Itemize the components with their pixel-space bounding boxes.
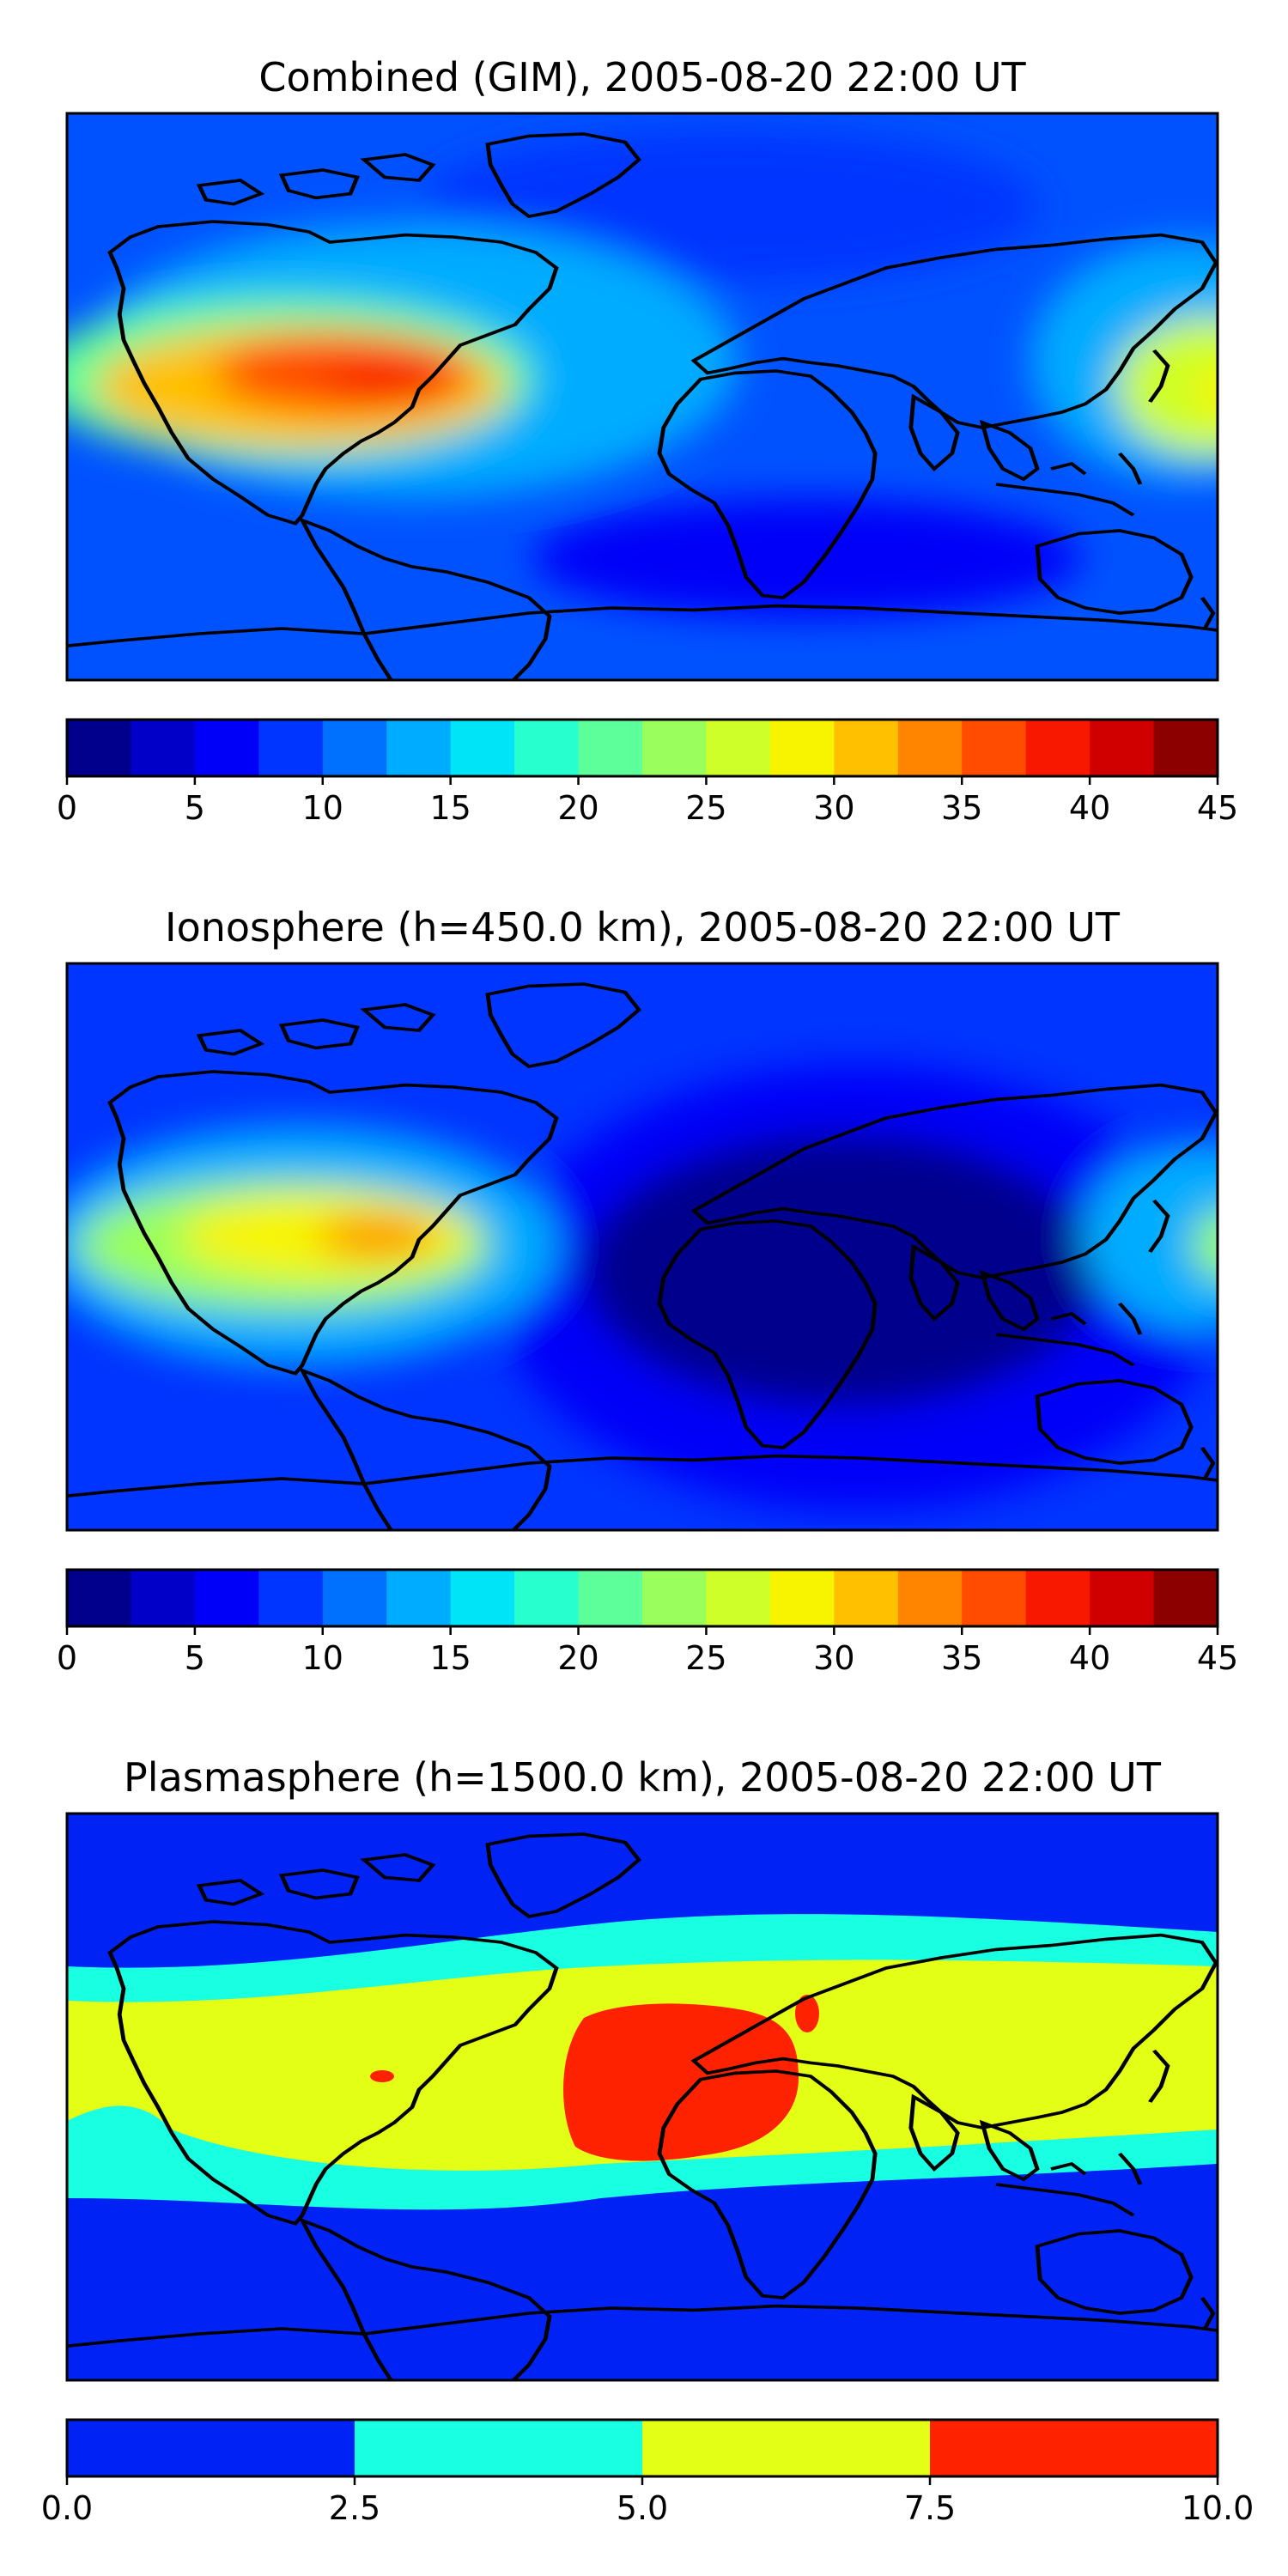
colorbar-segment: [67, 2420, 355, 2476]
colorbar-segment: [1090, 720, 1155, 776]
colorbar-segment: [450, 1570, 515, 1626]
colorbar-frame: [65, 1568, 1219, 1628]
colorbar-segment: [930, 2420, 1218, 2476]
colorbar-tick-label: 25: [685, 789, 726, 827]
colorbar-tick-label: 35: [941, 1639, 982, 1677]
colorbar-segment: [706, 1570, 771, 1626]
colorbar-tick-label: 0.0: [41, 2489, 93, 2527]
colorbar-segment: [1090, 1570, 1155, 1626]
panel-plasmasphere: Plasmasphere (h=1500.0 km), 2005-08-20 2…: [41, 1754, 1255, 2527]
chart-title: Ionosphere (h=450.0 km), 2005-08-20 22:0…: [165, 904, 1121, 951]
colorbar-tick-label: 5: [185, 789, 205, 827]
contour-map: [67, 1814, 1218, 2380]
colorbar-tick-label: 30: [813, 789, 854, 827]
colorbar-tick-label: 7.5: [904, 2489, 956, 2527]
chart-title: Combined (GIM), 2005-08-20 22:00 UT: [258, 54, 1026, 100]
colorbar-tick-label: 5.0: [617, 2489, 668, 2527]
colorbar-segment: [194, 1570, 259, 1626]
colorbar-tick-label: 5: [185, 1639, 205, 1677]
colorbar-tick-label: 40: [1069, 1639, 1110, 1677]
colorbar-segment: [67, 1570, 132, 1626]
colorbar-segment: [131, 1570, 196, 1626]
colorbar-segment: [322, 1570, 387, 1626]
colorbar-segment: [897, 720, 963, 776]
colorbar-tick-label: 45: [1197, 1639, 1238, 1677]
colorbar-segment: [897, 1570, 963, 1626]
colorbar: 0 5 10 15 20 25 30 35 40 45: [57, 1568, 1238, 1677]
panel-ionosphere: Ionosphere (h=450.0 km), 2005-08-20 22:0…: [57, 904, 1238, 1677]
colorbar-segment: [578, 720, 643, 776]
colorbar-segment: [355, 2420, 643, 2476]
colorbar-segment: [322, 720, 387, 776]
colorbar-tick-label: 10.0: [1182, 2489, 1255, 2527]
colorbar-tick-label: 20: [557, 789, 598, 827]
colorbar-segment: [386, 1570, 452, 1626]
colorbar-segment: [642, 720, 708, 776]
chart-title: Plasmasphere (h=1500.0 km), 2005-08-20 2…: [124, 1754, 1162, 1801]
colorbar-segment: [258, 720, 324, 776]
colorbar-segment: [578, 1570, 643, 1626]
contour-map: [67, 963, 1218, 1530]
colorbar-tick-label: 45: [1197, 789, 1238, 827]
colorbar-tick-label: 35: [941, 789, 982, 827]
colorbar-segment: [834, 720, 899, 776]
colorbar-tick-label: 0: [57, 1639, 77, 1677]
colorbar-tick-label: 15: [429, 789, 471, 827]
colorbar-segment: [1025, 1570, 1091, 1626]
colorbar: 0 5 10 15 20 25 30 35 40 45: [57, 718, 1238, 827]
panel-combined: Combined (GIM), 2005-08-20 22:00 UT 0 5 10…: [57, 54, 1238, 827]
colorbar-segment: [962, 1570, 1027, 1626]
colorbar-tick-label: 0: [57, 789, 77, 827]
colorbar-tick-label: 10: [302, 1639, 343, 1677]
colorbar-segment: [642, 1570, 708, 1626]
colorbar-tick-label: 15: [429, 1639, 471, 1677]
colorbar-segment: [642, 2420, 931, 2476]
colorbar-segment: [67, 720, 132, 776]
colorbar-tick-label: 2.5: [329, 2489, 380, 2527]
colorbar-segment: [450, 720, 515, 776]
colorbar: 0.0 2.5 5.0 7.5 10.0: [41, 2418, 1255, 2527]
colorbar-segment: [514, 720, 580, 776]
colorbar-segment: [769, 1570, 835, 1626]
colorbar-segment: [514, 1570, 580, 1626]
colorbar-segment: [386, 720, 452, 776]
colorbar-tick-label: 30: [813, 1639, 854, 1677]
colorbar-segment: [258, 1570, 324, 1626]
colorbar-tick-label: 10: [302, 789, 343, 827]
colorbar-segment: [194, 720, 259, 776]
colorbar-frame: [65, 718, 1219, 778]
colorbar-segment: [1153, 1570, 1218, 1626]
colorbar-segment: [706, 720, 771, 776]
colorbar-segment: [962, 720, 1027, 776]
colorbar-segment: [1025, 720, 1091, 776]
colorbar-segment: [131, 720, 196, 776]
colorbar-tick-label: 20: [557, 1639, 598, 1677]
colorbar-segment: [769, 720, 835, 776]
colorbar-segment: [834, 1570, 899, 1626]
colorbar-tick-label: 40: [1069, 789, 1110, 827]
contour-map: [67, 113, 1218, 680]
colorbar-tick-label: 25: [685, 1639, 726, 1677]
colorbar-segment: [1153, 720, 1218, 776]
